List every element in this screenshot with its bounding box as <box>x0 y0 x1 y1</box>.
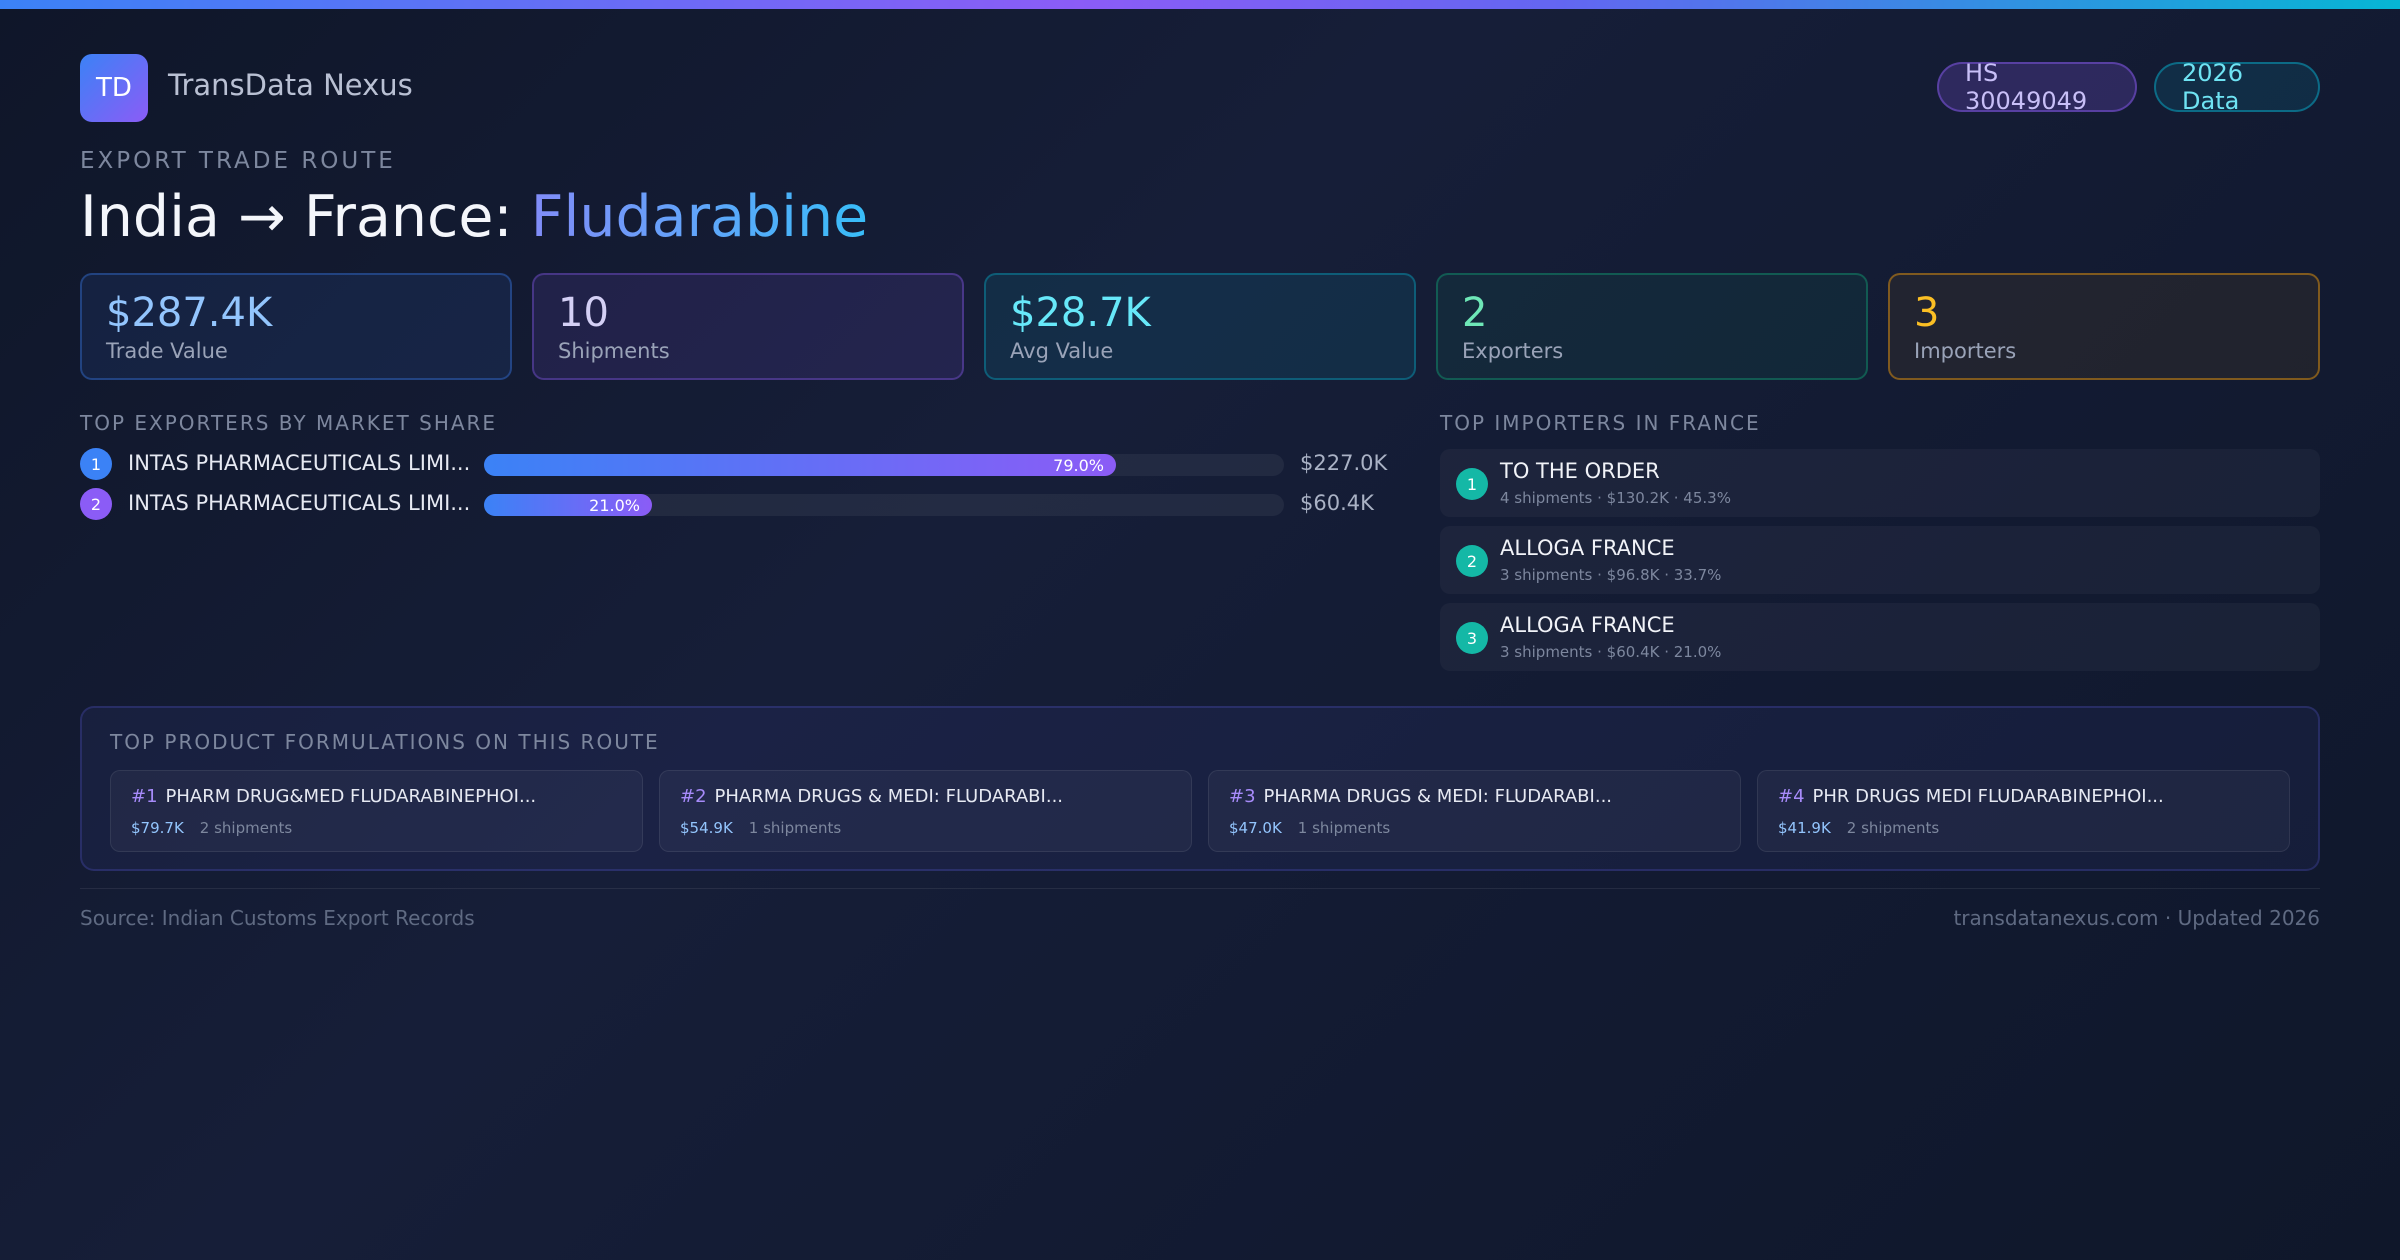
footer-site: transdatanexus.com · Updated 2026 <box>1953 906 2320 930</box>
share-bar-fill: 79.0% <box>484 454 1116 476</box>
stat-label: Importers <box>1914 339 2017 363</box>
stat-cards: $287.4K Trade Value 10 Shipments $28.7K … <box>80 273 2320 380</box>
rank-badge: 3 <box>1456 622 1488 654</box>
title-route: India → France: <box>80 184 531 250</box>
importer-meta: 3 shipments · $96.8K · 33.7% <box>1500 566 1722 584</box>
stat-value: 3 <box>1914 290 1940 336</box>
rank-badge: 2 <box>1456 545 1488 577</box>
formulation-value: $41.9K <box>1778 819 1831 837</box>
formulation-shipments: 1 shipments <box>1297 819 1391 837</box>
hs-code-badge: HS 30049049 <box>1937 59 2137 115</box>
formulation-card: #4 PHR DRUGS MEDI FLUDARABINEPHOI... $41.… <box>1757 770 2290 852</box>
footer-source: Source: Indian Customs Export Records <box>80 906 475 930</box>
formulation-shipments: 2 shipments <box>1846 819 1940 837</box>
formulation-rank: #1 <box>131 786 158 807</box>
exporter-row: 2 INTAS PHARMACEUTICALS LIMI... 21.0% $6… <box>80 488 1380 520</box>
formulation-shipments: 2 shipments <box>199 819 293 837</box>
formulation-meta: $54.9K 1 shipments <box>680 819 841 837</box>
exporter-name: INTAS PHARMACEUTICALS LIMI... <box>128 451 471 475</box>
stat-shipments: 10 Shipments <box>532 273 964 380</box>
importer-card: 2 ALLOGA FRANCE 3 shipments · $96.8K · 3… <box>1440 526 2320 594</box>
formulations-panel: TOP PRODUCT FORMULATIONS ON THIS ROUTE #… <box>80 706 2320 871</box>
formulation-value: $54.9K <box>680 819 733 837</box>
formulation-card: #2 PHARMA DRUGS & MEDI: FLUDARABI... $54.… <box>659 770 1192 852</box>
share-bar-track: 79.0% <box>484 454 1284 476</box>
formulation-name: PHARMA DRUGS & MEDI: FLUDARABI... <box>1263 786 1613 807</box>
stat-value: 2 <box>1462 290 1488 336</box>
formulation-card: #1 PHARM DRUG&MED FLUDARABINEPHOI... $79.… <box>110 770 643 852</box>
formulation-name: PHARM DRUG&MED FLUDARABINEPHOI... <box>165 786 537 807</box>
rank-badge: 2 <box>80 488 112 520</box>
brand-name: TransData Nexus <box>168 68 413 102</box>
share-bar-fill: 21.0% <box>484 494 652 516</box>
importer-meta: 3 shipments · $60.4K · 21.0% <box>1500 643 1722 661</box>
formulation-value: $47.0K <box>1229 819 1282 837</box>
formulation-rank: #4 <box>1778 786 1805 807</box>
share-label: 79.0% <box>1053 456 1104 475</box>
formulation-card: #3 PHARMA DRUGS & MEDI: FLUDARABI... $47.… <box>1208 770 1741 852</box>
stat-label: Exporters <box>1462 339 1564 363</box>
formulation-title: #4 PHR DRUGS MEDI FLUDARABINEPHOI... <box>1778 786 2164 807</box>
stat-exporters: 2 Exporters <box>1436 273 1868 380</box>
share-label: 21.0% <box>589 496 640 515</box>
stat-label: Shipments <box>558 339 670 363</box>
formulations-section-title: TOP PRODUCT FORMULATIONS ON THIS ROUTE <box>110 730 660 754</box>
stat-value: $28.7K <box>1010 290 1151 336</box>
page-title: India → France: Fludarabine <box>80 184 868 250</box>
importer-name: TO THE ORDER <box>1500 459 1660 483</box>
formulation-title: #2 PHARMA DRUGS & MEDI: FLUDARABI... <box>680 786 1063 807</box>
share-bar-track: 21.0% <box>484 494 1284 516</box>
exporter-value: $60.4K <box>1300 491 1374 515</box>
exporter-row: 1 INTAS PHARMACEUTICALS LIMI... 79.0% $2… <box>80 448 1387 480</box>
formulation-title: #3 PHARMA DRUGS & MEDI: FLUDARABI... <box>1229 786 1612 807</box>
stat-importers: 3 Importers <box>1888 273 2320 380</box>
rank-badge: 1 <box>1456 468 1488 500</box>
formulation-name: PHARMA DRUGS & MEDI: FLUDARABI... <box>714 786 1064 807</box>
formulation-value: $79.7K <box>131 819 184 837</box>
formulation-name: PHR DRUGS MEDI FLUDARABINEPHOI... <box>1812 786 2164 807</box>
exporter-value: $227.0K <box>1300 451 1388 475</box>
stat-value: 10 <box>558 290 609 336</box>
stat-value: $287.4K <box>106 290 273 336</box>
footer-divider <box>80 888 2320 889</box>
data-year-badge: 2026 Data <box>2154 59 2320 115</box>
formulation-meta: $41.9K 2 shipments <box>1778 819 1939 837</box>
formulation-rank: #2 <box>680 786 707 807</box>
rank-badge: 1 <box>80 448 112 480</box>
route-kicker: EXPORT TRADE ROUTE <box>80 148 396 174</box>
exporters-section-title: TOP EXPORTERS BY MARKET SHARE <box>80 411 498 435</box>
stat-label: Avg Value <box>1010 339 1114 363</box>
formulation-rank: #3 <box>1229 786 1256 807</box>
formulation-meta: $47.0K 1 shipments <box>1229 819 1390 837</box>
importer-name: ALLOGA FRANCE <box>1500 613 1675 637</box>
brand-logo: TD <box>80 54 148 122</box>
stat-trade-value: $287.4K Trade Value <box>80 273 512 380</box>
formulation-meta: $79.7K 2 shipments <box>131 819 292 837</box>
formulation-title: #1 PHARM DRUG&MED FLUDARABINEPHOI... <box>131 786 536 807</box>
stat-label: Trade Value <box>106 339 228 363</box>
header: TD TransData Nexus HS 30049049 2026 Data <box>80 54 2320 122</box>
importer-card: 3 ALLOGA FRANCE 3 shipments · $60.4K · 2… <box>1440 603 2320 671</box>
top-accent-bar <box>0 0 2400 9</box>
stat-avg-value: $28.7K Avg Value <box>984 273 1416 380</box>
importer-name: ALLOGA FRANCE <box>1500 536 1675 560</box>
importer-meta: 4 shipments · $130.2K · 45.3% <box>1500 489 1731 507</box>
importer-card: 1 TO THE ORDER 4 shipments · $130.2K · 4… <box>1440 449 2320 517</box>
importers-section-title: TOP IMPORTERS IN FRANCE <box>1440 411 1761 435</box>
title-product: Fludarabine <box>530 184 869 250</box>
exporter-name: INTAS PHARMACEUTICALS LIMI... <box>128 491 471 515</box>
formulation-shipments: 1 shipments <box>748 819 842 837</box>
